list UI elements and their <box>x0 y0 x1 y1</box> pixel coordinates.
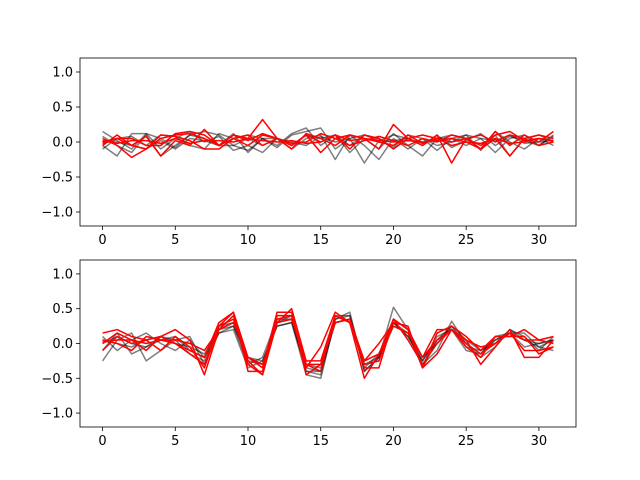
y-tick-label: 0.5 <box>52 302 73 317</box>
x-tick-label: 5 <box>171 434 179 449</box>
subplot-1: 0 5 10 15 20 25 30 −1.0 −0.5 0.0 0.5 1.0 <box>41 57 577 248</box>
x-tick-label: 20 <box>385 434 402 449</box>
series-line-red-10 <box>102 318 554 366</box>
series-line-red-6 <box>102 307 554 376</box>
y-tick-label: 0.5 <box>52 101 73 116</box>
x-tick-label: 0 <box>98 434 106 449</box>
subplot-2: 0 5 10 15 20 25 30 −1.0 −0.5 0.0 0.5 1.0 <box>41 259 577 449</box>
x-tick-label: 30 <box>531 233 548 248</box>
x-tick-label: 15 <box>312 233 329 248</box>
series-line-red-7 <box>102 311 555 380</box>
series-group <box>102 118 554 164</box>
y-tick-label: −1.0 <box>41 206 73 221</box>
series-line-red-7 <box>102 132 554 159</box>
y-tick-label: −1.0 <box>41 407 73 422</box>
x-tick-label: 5 <box>171 233 179 248</box>
series-line-gray-4 <box>102 127 554 154</box>
x-tick-label: 25 <box>458 233 475 248</box>
x-tick-label: 15 <box>312 434 329 449</box>
x-tick-label: 30 <box>531 434 548 449</box>
x-tick-label: 10 <box>240 434 257 449</box>
x-tick-label: 20 <box>385 233 402 248</box>
y-tick-label: 0.0 <box>52 136 73 151</box>
y-tick-label: 1.0 <box>52 267 73 282</box>
series-group <box>101 306 555 380</box>
x-tick-label: 25 <box>458 434 475 449</box>
y-tick-label: −0.5 <box>41 171 73 186</box>
y-tick-label: 1.0 <box>52 66 73 81</box>
series-line-red-9 <box>102 128 554 157</box>
series-line-red-10 <box>102 134 554 145</box>
x-tick-label: 0 <box>98 233 106 248</box>
y-tick-label: −0.5 <box>41 372 73 387</box>
x-tick-label: 10 <box>240 233 257 248</box>
y-tick-label: 0.0 <box>52 337 73 352</box>
